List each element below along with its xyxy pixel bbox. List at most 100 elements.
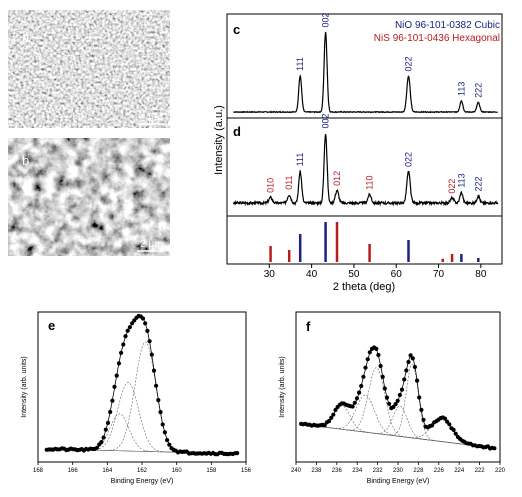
legend-nis: NiS 96-101-0436 Hexagonal [374,33,500,44]
xps-data-point-f [419,407,424,412]
xps-tick-label-e: 164 [102,468,113,474]
xps-data-point-f [395,398,400,403]
xps-data-point-f [326,419,332,424]
xps-data-point-f [376,352,381,358]
xps-data-point-f [492,446,497,451]
xps-data-point-e [158,410,163,415]
xps-data-point-e [119,350,124,355]
xps-data-point-f [363,365,368,370]
xps-data-point-f [393,402,398,407]
xps-data-point-f [374,346,379,351]
xps-data-point-e [160,422,165,427]
legend-nio: NiO 96-101-0382 Cubic [395,20,500,31]
xps-data-point-f [453,431,458,436]
xrd-y-axis-label: Intensity (a.u.) [213,105,225,175]
xps-data-point-f [408,353,413,358]
xps-tick-label-e: 168 [33,468,44,474]
xps-data-point-f [442,416,448,421]
xrd-reference-frame [226,215,503,265]
xps-data-point-e [101,435,106,440]
xps-tick-label-e: 160 [172,468,183,474]
xps-data-point-f [391,404,396,410]
xps-data-point-e [127,325,132,330]
xps-data-point-f [354,396,359,401]
xps-f-plot: 240 238 236 234 232 230 228 226 224 222 220 [291,345,506,474]
xps-tick-label-f: 224 [454,468,465,474]
peak-label-d-111: 111 [295,153,305,167]
xps-data-point-e [125,328,130,333]
xps-tick-label-e: 158 [206,468,217,474]
xps-data-point-f [357,390,362,395]
xps-data-point-f [350,404,355,409]
xps-e-frame [37,311,247,463]
xps-data-point-f [365,357,370,362]
xps-data-point-f [415,378,420,383]
xrd-tick-label: 60 [391,269,403,280]
sem-image-a: a 2 μm [8,10,170,128]
xps-data-point-e [235,451,240,456]
xps-data-point-e [103,427,108,432]
peak-label-d-012: 012 [332,171,342,186]
panel-letter-d: d [233,124,241,139]
xrd-x-axis-label: 2 theta (deg) [333,281,395,293]
xps-tick-label-f: 240 [291,468,302,474]
peak-label-d-113: 113 [456,173,466,187]
xps-tick-label-f: 222 [475,468,486,474]
xps-data-point-f [380,374,385,379]
xps-data-point-f [451,427,456,432]
panel-letter-a: a [22,30,30,45]
xps-data-point-e [99,440,104,445]
peak-label-d-011: 011 [284,175,294,189]
xps-data-point-e [147,339,152,344]
xps-data-point-e [165,438,170,443]
xps-data-point-e [154,383,159,388]
peak-label-d-110: 110 [365,175,375,189]
xrd-trace-c [233,32,498,114]
peak-label-c-113: 113 [456,82,466,96]
peak-label-d-002: 002 [321,113,331,128]
xps-tick-label-f: 232 [373,468,384,474]
xrd-reference-sticks [269,222,480,262]
xrd-tick-label: 50 [348,269,360,280]
peak-label-c-022: 022 [404,56,414,71]
xps-data-point-f [387,401,392,406]
xrd-trace-d [232,134,499,207]
xps-envelope-f [301,346,495,449]
xps-data-point-e [167,442,172,447]
xps-data-point-e [114,373,119,378]
xps-data-point-f [402,377,407,382]
xps-data-point-f [361,374,366,379]
xps-data-point-e [145,328,150,333]
xps-data-point-f [404,368,409,373]
xps-data-point-e [140,316,146,321]
peak-label-d-022: 022 [404,152,414,167]
panel-letter-b: b [22,153,29,168]
xps-data-point-e [108,409,113,415]
xrd-x-axis: 30 40 50 60 70 80 [264,264,487,280]
xrd-tick-label: 40 [306,269,318,280]
xps-data-point-e [121,342,126,347]
xrd-panel-c: 111 002 022 113 222 [233,12,498,114]
xps-data-point-e [149,352,154,357]
xps-chart-e: e 168 166 164 162 160 158 156 Binding Energy (… [21,311,252,485]
xps-data-point-f [378,363,383,369]
xps-data-point-e [123,334,128,339]
xps-data-point-f [329,415,334,420]
xps-e-plot: 168 166 164 162 160 158 156 [33,313,252,474]
xps-data-point-f [352,400,357,405]
xps-f-x-label: Binding Energy (eV) [367,478,430,485]
xps-f-frame [295,311,501,463]
panel-letter-c: c [233,22,240,37]
peak-label-d-010: 010 [266,178,276,193]
xps-tick-label-e: 156 [241,468,252,474]
peak-label-d-222: 222 [473,176,483,191]
panel-letter-f: f [306,319,311,334]
xps-data-point-e [112,384,117,389]
xps-component-e [46,382,237,455]
peak-label-c-222: 222 [473,83,483,98]
xps-f-y-label: Intensity (arb. units) [279,356,286,417]
xps-component-f [301,363,495,449]
